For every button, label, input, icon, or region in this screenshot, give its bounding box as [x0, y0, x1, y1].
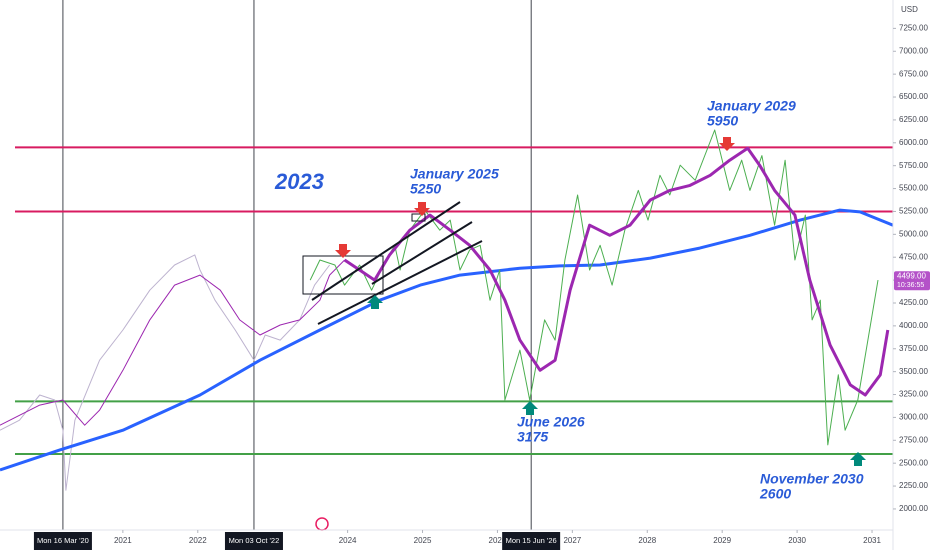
annotation: June 2026: [517, 414, 585, 430]
y-tick-label: 7000.00: [899, 46, 928, 55]
y-tick-label: 4250.00: [899, 298, 928, 307]
annotation: January 2025: [410, 166, 499, 182]
y-tick-label: 6750.00: [899, 69, 928, 78]
arrow-up: [850, 452, 866, 466]
y-tick-label: 3500.00: [899, 367, 928, 376]
y-tick-label: 5250.00: [899, 207, 928, 216]
y-tick-label: 4000.00: [899, 321, 928, 330]
x-tick-label: 2030: [788, 536, 806, 545]
y-tick-label: 3000.00: [899, 413, 928, 422]
date-label: Mon 16 Mar '20: [37, 536, 89, 545]
y-tick-label: 4750.00: [899, 252, 928, 261]
annotation: November 2030: [760, 471, 864, 487]
date-label: Mon 03 Oct '22: [229, 536, 280, 545]
date-label-bg: [502, 532, 561, 550]
date-label-bg: [33, 532, 92, 550]
series-line: [343, 146, 890, 397]
channel-line: [317, 240, 483, 325]
y-tick-label: 3250.00: [899, 390, 928, 399]
y-tick-label: 2750.00: [899, 435, 928, 444]
y-tick-label: 5000.00: [899, 229, 928, 238]
arrow-down: [719, 137, 735, 151]
y-tick-label: 2000.00: [899, 504, 928, 513]
drawings: [302, 137, 866, 531]
x-tick-label: 2024: [339, 536, 357, 545]
channel-line: [371, 221, 473, 285]
annotation: 3175: [517, 429, 548, 445]
date-label-bg: [224, 532, 283, 550]
x-tick-label: 2029: [713, 536, 731, 545]
series-line: [309, 129, 879, 446]
series-line: [0, 259, 345, 426]
annotation: 2600: [759, 486, 791, 502]
x-tick-label: 2021: [114, 536, 132, 545]
x-tick-label: 2031: [863, 536, 881, 545]
y-tick-label: 5500.00: [899, 184, 928, 193]
series-line: [0, 208, 894, 472]
arrow-down: [335, 244, 351, 258]
y-tick-label: 5750.00: [899, 161, 928, 170]
x-tick-label: 2028: [638, 536, 656, 545]
arrow-down: [414, 202, 430, 216]
x-tick-label: 2022: [189, 536, 207, 545]
x-tick-label: 2026: [489, 536, 507, 545]
price-time: 10:36:55: [897, 282, 924, 289]
price-label: 4499.00: [897, 271, 926, 280]
channel-line: [311, 201, 461, 301]
arrow-up: [522, 401, 538, 415]
date-label: Mon 15 Jun '26: [506, 536, 557, 545]
y-tick-label: 6500.00: [899, 92, 928, 101]
y-tick-label: 2500.00: [899, 458, 928, 467]
y-tick-label: 3750.00: [899, 344, 928, 353]
arrow-up: [367, 295, 383, 309]
x-tick-label: 2025: [414, 536, 432, 545]
currency: USD: [901, 5, 918, 14]
series-line: [0, 254, 331, 491]
y-tick-label: 7250.00: [899, 23, 928, 32]
box: [411, 213, 426, 222]
annotation: 5950: [707, 113, 738, 129]
price-label-bg: [894, 271, 930, 291]
x-tick-label: 2027: [563, 536, 581, 545]
annotation: 5250: [410, 181, 441, 197]
plot-area: [0, 0, 894, 530]
y-tick-label: 6000.00: [899, 138, 928, 147]
y-tick-label: 6250.00: [899, 115, 928, 124]
annotations: 2023 January 2025 5250 January 2029 5950…: [274, 98, 864, 502]
y-tick-label: 2250.00: [899, 481, 928, 490]
annotation: 2023: [274, 169, 324, 194]
annotation: January 2029: [707, 98, 796, 114]
